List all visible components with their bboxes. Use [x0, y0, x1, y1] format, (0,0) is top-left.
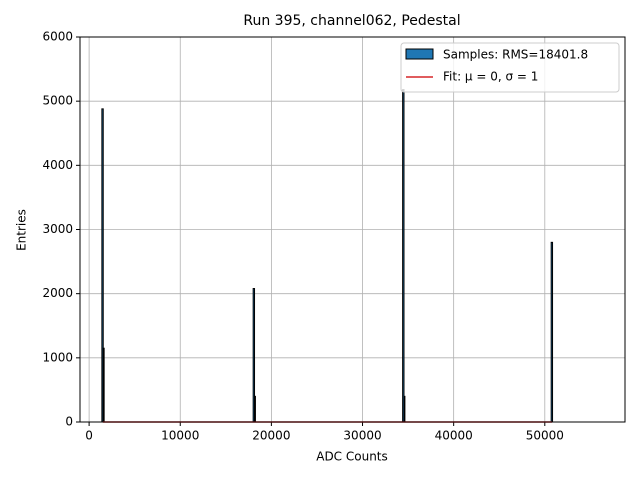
legend-label: Fit: μ = 0, σ = 1 — [443, 70, 538, 84]
bar — [402, 89, 405, 423]
x-tick-label: 50000 — [526, 429, 564, 443]
legend-label: Samples: RMS=18401.8 — [443, 48, 588, 62]
bar — [254, 395, 256, 423]
chart-title: Run 395, channel062, Pedestal — [243, 13, 460, 29]
x-tick-label: 40000 — [435, 429, 473, 443]
y-tick-label: 1000 — [42, 350, 73, 364]
bar — [403, 395, 406, 423]
x-tick-label: 10000 — [161, 429, 199, 443]
y-tick-label: 4000 — [42, 158, 73, 172]
bar — [102, 347, 105, 423]
legend-swatch — [405, 48, 434, 60]
y-tick-label: 5000 — [42, 94, 73, 108]
plot-frame — [79, 36, 626, 423]
y-tick-label: 2000 — [42, 286, 73, 300]
y-tick-label: 0 — [65, 415, 73, 429]
y-tick-label: 6000 — [42, 30, 73, 44]
bar — [550, 241, 554, 423]
y-tick-label: 3000 — [42, 222, 73, 236]
x-tick-label: 30000 — [343, 429, 381, 443]
x-tick-label: 0 — [85, 429, 93, 443]
legend-box — [400, 42, 620, 93]
x-tick-label: 20000 — [252, 429, 290, 443]
y-axis-label: Entries — [15, 209, 29, 251]
x-axis-label: ADC Counts — [316, 450, 388, 464]
